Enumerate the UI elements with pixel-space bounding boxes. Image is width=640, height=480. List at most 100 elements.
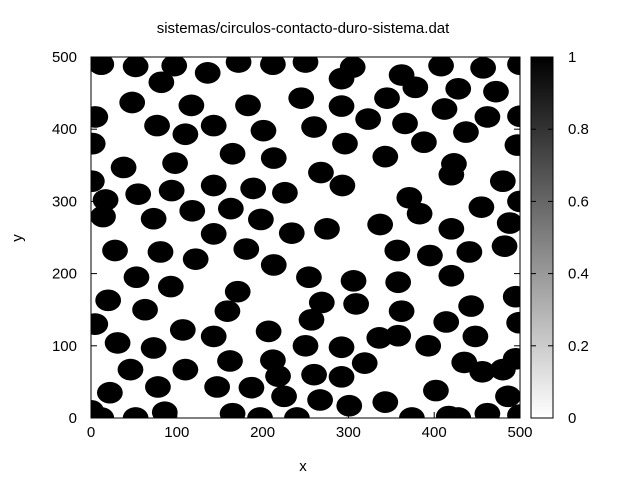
disk <box>91 132 106 155</box>
disk <box>506 311 520 334</box>
disk <box>271 385 297 408</box>
disk <box>314 218 340 240</box>
disk <box>91 407 115 418</box>
disk <box>372 145 399 168</box>
disk <box>296 266 322 289</box>
disk <box>104 332 131 354</box>
disk <box>385 271 412 294</box>
disk <box>122 57 149 78</box>
disk <box>372 391 399 413</box>
disk <box>157 275 184 298</box>
disk <box>474 402 501 418</box>
y-tick-label: 0 <box>69 410 77 427</box>
disk <box>456 241 483 263</box>
disk <box>91 205 116 228</box>
x-tick-label: 100 <box>164 424 189 441</box>
x-tick-label: 500 <box>507 424 532 441</box>
disk <box>343 293 369 315</box>
disk <box>453 121 479 143</box>
disk <box>265 365 291 387</box>
disk <box>308 161 334 184</box>
disk <box>292 334 319 357</box>
disk <box>468 196 495 219</box>
chart-title: sistemas/circulos-contacto-duro-sistema.… <box>157 20 450 37</box>
disk <box>179 199 206 222</box>
disk <box>417 244 443 267</box>
disk <box>367 213 394 236</box>
disk <box>140 207 167 230</box>
disk <box>217 350 243 372</box>
disk <box>504 134 520 156</box>
disk <box>396 186 423 209</box>
disk <box>438 264 465 287</box>
disk <box>328 336 355 359</box>
colorbar-axis: 0 0.2 0.4 0.6 0.8 1 <box>531 49 589 427</box>
disk <box>415 334 442 357</box>
y-axis-label: y <box>9 234 26 242</box>
x-axis-label: x <box>299 458 307 475</box>
disk <box>260 147 287 169</box>
disk <box>169 319 196 341</box>
disk <box>351 352 378 374</box>
disk <box>489 358 516 381</box>
disk <box>200 325 227 348</box>
y-tick-label: 200 <box>52 266 77 283</box>
disk <box>91 313 109 335</box>
disk <box>288 87 315 109</box>
x-tick-label: 0 <box>87 424 95 441</box>
disk <box>329 174 356 197</box>
disk <box>458 295 484 317</box>
disk <box>496 212 520 234</box>
disk <box>158 179 185 202</box>
disk <box>145 376 171 398</box>
disk <box>260 57 286 76</box>
disk <box>272 181 298 204</box>
disk <box>250 119 277 142</box>
disk <box>433 311 460 333</box>
disk <box>374 87 400 109</box>
disk <box>240 177 267 200</box>
disk <box>260 254 287 276</box>
disk <box>182 248 209 270</box>
disk <box>402 76 429 99</box>
x-tick-label: 200 <box>250 424 275 441</box>
disk <box>144 114 170 137</box>
disk <box>161 57 188 77</box>
disk <box>125 183 152 206</box>
disk <box>204 376 230 398</box>
disk <box>91 170 105 193</box>
disk <box>119 91 146 114</box>
disk <box>507 105 520 128</box>
disk <box>298 308 325 331</box>
disk <box>301 363 327 386</box>
disk <box>483 80 509 103</box>
disk <box>151 401 178 418</box>
disk <box>507 404 520 418</box>
disk <box>194 62 221 84</box>
disk <box>248 208 274 231</box>
disk <box>502 285 520 308</box>
disk <box>445 77 472 100</box>
disk <box>148 71 175 94</box>
plot-frame <box>90 56 521 419</box>
disk <box>423 379 449 402</box>
disk <box>214 300 241 322</box>
disk <box>238 376 265 399</box>
disk <box>117 358 144 381</box>
colorbar-tick-label: 0.4 <box>568 266 589 283</box>
disk <box>406 202 433 225</box>
disk <box>278 222 305 244</box>
disk <box>308 291 335 314</box>
disk <box>507 190 520 213</box>
disk <box>140 337 167 359</box>
disk <box>122 407 149 418</box>
y-tick-label: 300 <box>52 193 77 210</box>
disk <box>328 366 355 388</box>
colorbar-tick-label: 1 <box>568 49 576 66</box>
disk <box>178 94 205 117</box>
disk <box>388 300 415 322</box>
colorbar-tick-label: 0 <box>568 410 576 427</box>
disk <box>219 402 246 418</box>
disk <box>328 67 355 90</box>
